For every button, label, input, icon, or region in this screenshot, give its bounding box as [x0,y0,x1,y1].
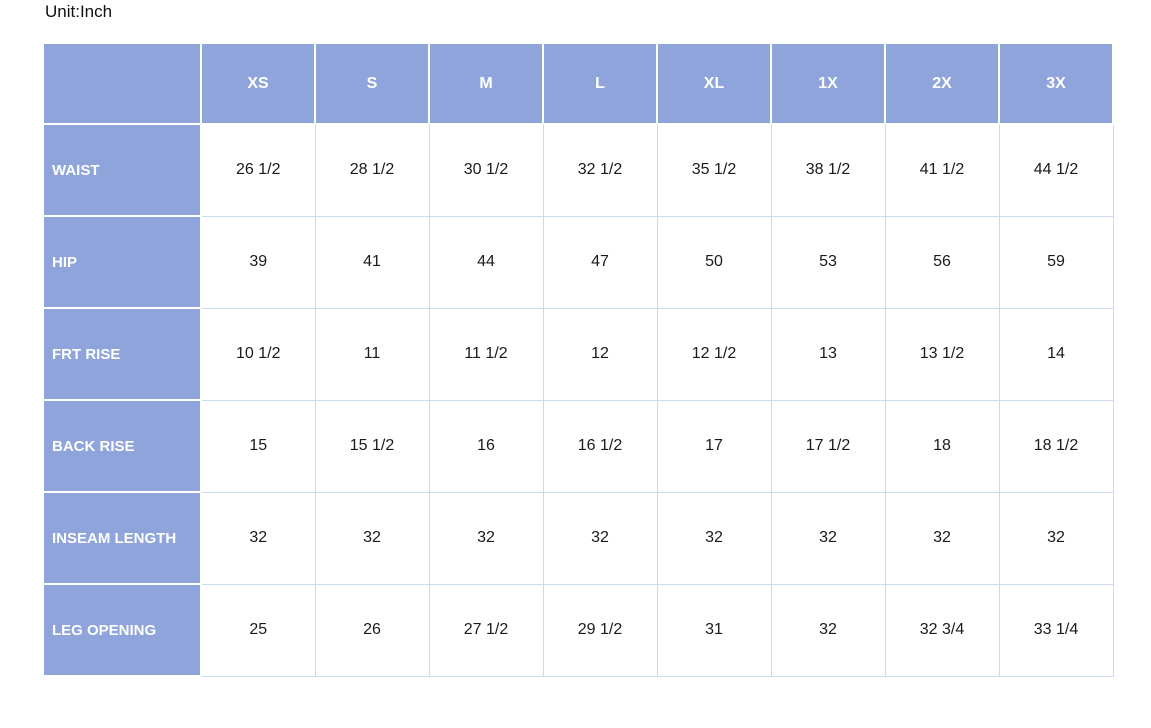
size-value-cell: 15 [200,399,316,493]
size-value-cell: 14 [998,307,1114,401]
size-value-cell: 32 3/4 [884,583,1000,677]
size-value-cell: 44 1/2 [998,123,1114,217]
table-row: LEG OPENING 25 26 27 1/2 29 1/2 31 32 32 3/4 33 … [42,583,1114,677]
size-column-header: L [542,42,658,125]
size-value-cell: 32 [314,491,430,585]
size-value-cell: 15 1/2 [314,399,430,493]
size-value-cell: 28 1/2 [314,123,430,217]
size-value-cell: 32 [770,491,886,585]
size-value-cell: 18 1/2 [998,399,1114,493]
size-value-cell: 13 1/2 [884,307,1000,401]
corner-cell [42,42,202,125]
table-row: FRT RISE 10 1/2 11 11 1/2 12 12 1/2 13 13 1/2 14 [42,307,1114,401]
row-label: BACK RISE [42,399,202,493]
size-value-cell: 18 [884,399,1000,493]
size-value-cell: 26 1/2 [200,123,316,217]
row-label: HIP [42,215,202,309]
size-value-cell: 32 [656,491,772,585]
size-column-header: 2X [884,42,1000,125]
size-column-header: 3X [998,42,1114,125]
table-row: INSEAM LENGTH 32 32 32 32 32 32 32 32 [42,491,1114,585]
size-value-cell: 56 [884,215,1000,309]
size-chart-body: WAIST 26 1/2 28 1/2 30 1/2 32 1/2 35 1/2 38 1/… [42,123,1114,677]
table-row: HIP 39 41 44 47 50 53 56 59 [42,215,1114,309]
size-value-cell: 32 [770,583,886,677]
size-value-cell: 17 [656,399,772,493]
size-value-cell: 32 [542,491,658,585]
size-value-cell: 41 [314,215,430,309]
size-column-header: XS [200,42,316,125]
unit-label: Unit:Inch [45,2,113,21]
row-label: INSEAM LENGTH [42,491,202,585]
table-row: WAIST 26 1/2 28 1/2 30 1/2 32 1/2 35 1/2 38 1/… [42,123,1114,217]
size-value-cell: 11 [314,307,430,401]
size-value-cell: 38 1/2 [770,123,886,217]
size-value-cell: 26 [314,583,430,677]
size-value-cell: 32 [884,491,1000,585]
size-value-cell: 17 1/2 [770,399,886,493]
size-value-cell: 29 1/2 [542,583,658,677]
size-value-cell: 44 [428,215,544,309]
size-value-cell: 47 [542,215,658,309]
size-value-cell: 53 [770,215,886,309]
size-value-cell: 13 [770,307,886,401]
size-value-cell: 12 [542,307,658,401]
size-value-cell: 31 [656,583,772,677]
row-label: FRT RISE [42,307,202,401]
size-value-cell: 32 [200,491,316,585]
size-value-cell: 32 1/2 [542,123,658,217]
size-column-header: S [314,42,430,125]
size-value-cell: 12 1/2 [656,307,772,401]
size-value-cell: 16 [428,399,544,493]
size-column-header: 1X [770,42,886,125]
size-chart-table: XS S M L XL 1X 2X 3X WAIST 26 1/2 28 1/2 30 1/2 32 … [42,42,1114,677]
size-value-cell: 32 [428,491,544,585]
size-column-header: XL [656,42,772,125]
size-column-header: M [428,42,544,125]
header-row: XS S M L XL 1X 2X 3X [42,42,1114,125]
size-value-cell: 50 [656,215,772,309]
size-value-cell: 10 1/2 [200,307,316,401]
size-value-cell: 25 [200,583,316,677]
size-value-cell: 33 1/4 [998,583,1114,677]
size-value-cell: 35 1/2 [656,123,772,217]
size-value-cell: 32 [998,491,1114,585]
size-value-cell: 16 1/2 [542,399,658,493]
size-value-cell: 11 1/2 [428,307,544,401]
size-value-cell: 41 1/2 [884,123,1000,217]
row-label: LEG OPENING [42,583,202,677]
table-row: BACK RISE 15 15 1/2 16 16 1/2 17 17 1/2 18 18 1/… [42,399,1114,493]
size-value-cell: 39 [200,215,316,309]
size-value-cell: 59 [998,215,1114,309]
row-label: WAIST [42,123,202,217]
size-value-cell: 30 1/2 [428,123,544,217]
size-value-cell: 27 1/2 [428,583,544,677]
